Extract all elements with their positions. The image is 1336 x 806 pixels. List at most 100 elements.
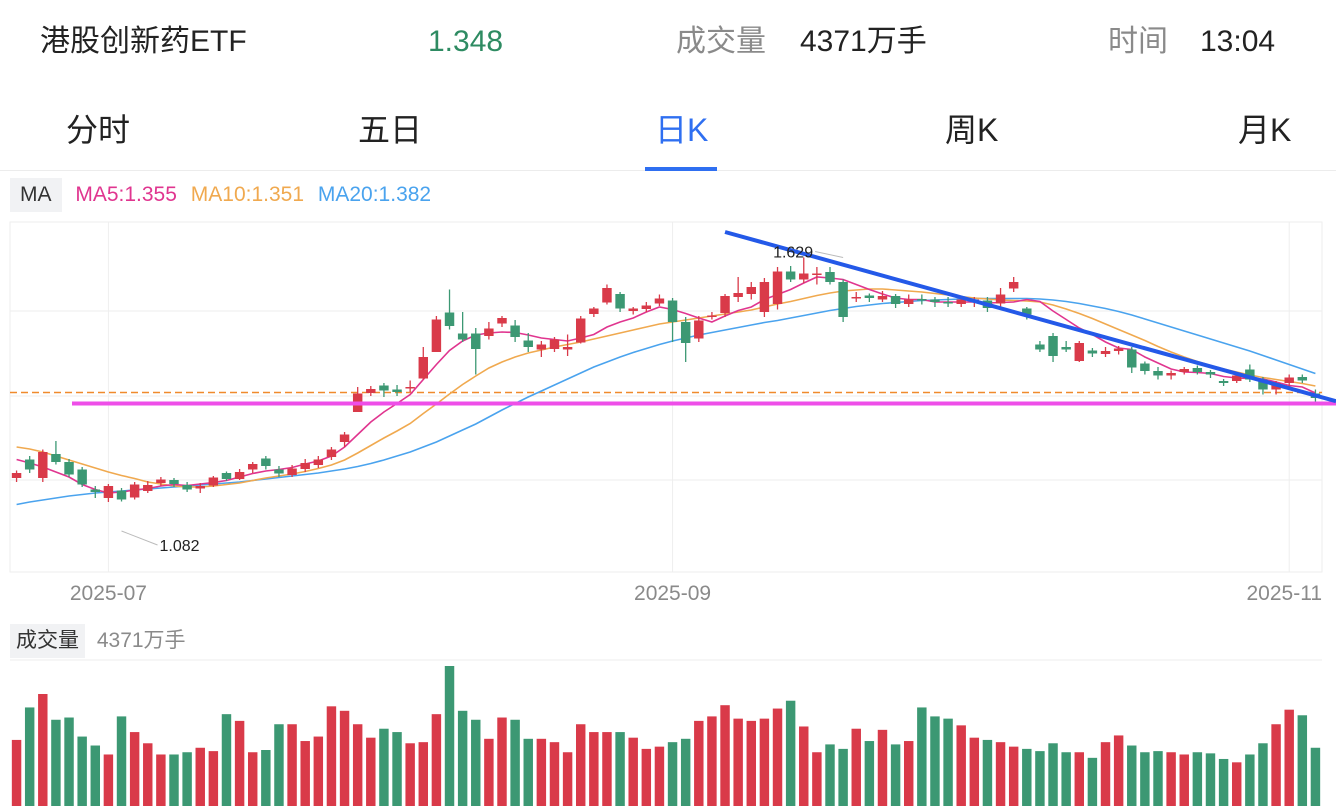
volume-bar: [1061, 752, 1071, 806]
candle: [641, 302, 652, 312]
volume-bar: [366, 737, 376, 806]
volume-bar: [405, 743, 415, 806]
candle-body: [1284, 377, 1294, 383]
candle: [77, 467, 87, 487]
candle: [300, 459, 310, 472]
tab-monthly-k[interactable]: 月K: [1238, 112, 1292, 148]
volume-bar: [261, 750, 271, 806]
tab-weekly-k[interactable]: 周K: [945, 112, 999, 148]
candle: [720, 294, 730, 317]
candle: [484, 322, 494, 340]
volume-bar: [51, 719, 61, 806]
candle-body: [1100, 351, 1111, 354]
candle-body: [431, 319, 442, 352]
tab-intraday[interactable]: 分时: [66, 112, 131, 148]
volume-bar: [195, 747, 205, 806]
candle: [825, 267, 835, 285]
volume-bar: [497, 717, 507, 806]
candle-body: [1245, 369, 1255, 380]
candle: [707, 312, 717, 320]
volume-bar: [523, 738, 533, 806]
candle: [1008, 277, 1019, 292]
candle-body: [917, 299, 927, 301]
candle-body: [549, 339, 560, 349]
candle: [1218, 379, 1229, 386]
ma-indicator-tag[interactable]: MA: [10, 178, 62, 212]
resistance-trendline: [724, 230, 1336, 404]
candle: [1297, 374, 1308, 383]
candle-body: [903, 299, 914, 304]
volume-bar: [77, 736, 87, 806]
volume-bar: [1218, 758, 1229, 806]
volume-bar: [943, 718, 953, 806]
candle: [510, 320, 520, 342]
volume-bar: [562, 752, 573, 806]
tab-five-day[interactable]: 五日: [358, 112, 423, 148]
candle: [444, 289, 455, 330]
volume-bar: [667, 742, 678, 806]
candle-body: [930, 299, 940, 302]
volume-bar: [825, 744, 835, 806]
volume-bar: [1310, 747, 1321, 806]
candle: [339, 432, 350, 447]
candle-body: [1048, 336, 1058, 356]
quote-header: 港股创新药ETF 1.348 成交量 4371万手 时间 13:04: [0, 0, 1336, 85]
candle: [549, 337, 560, 352]
candle: [457, 312, 468, 342]
volume-indicator-tag[interactable]: 成交量: [10, 624, 85, 658]
volume-bar: [602, 732, 612, 806]
candle: [746, 282, 757, 300]
ma10-value: MA10:1.351: [190, 183, 305, 206]
volume-bar: [457, 710, 468, 806]
candle-body: [169, 480, 179, 484]
candle-body: [1258, 379, 1268, 390]
candle: [90, 486, 101, 498]
candle-body: [523, 340, 533, 347]
candle: [615, 292, 625, 312]
volume-bar: [208, 751, 219, 806]
candle-body: [234, 472, 245, 479]
current-price: 1.348: [428, 25, 504, 58]
volume-bar: [1245, 754, 1255, 806]
volume-bar: [1074, 752, 1085, 806]
candle-body: [11, 473, 22, 478]
candle-body: [877, 296, 888, 300]
candle: [575, 316, 586, 344]
volume-bar: [615, 732, 625, 806]
candle-body: [129, 484, 140, 498]
candle-body: [208, 477, 219, 486]
tab-daily-k[interactable]: 日K: [655, 112, 709, 148]
candle: [654, 294, 665, 306]
candle: [497, 316, 507, 327]
candle-body: [654, 298, 665, 304]
volume-bar: [418, 742, 429, 806]
price-panel-border: [9, 221, 1323, 573]
candle: [995, 288, 1006, 307]
x-tick-label: 2025-11: [1246, 582, 1322, 605]
volume-bar: [1205, 753, 1216, 806]
volume-bar: [549, 742, 560, 806]
volume-bar: [969, 737, 980, 806]
candle-body: [707, 315, 717, 317]
candle-body: [274, 469, 284, 474]
volume-bar: [326, 706, 337, 806]
candle: [261, 456, 271, 470]
candle-body: [261, 458, 271, 466]
volume-bar: [930, 716, 940, 806]
candle: [169, 478, 179, 487]
candle: [759, 278, 770, 317]
candle-body: [392, 389, 402, 392]
volume-bar: [510, 719, 520, 806]
volume-bar: [484, 738, 494, 806]
candle: [1127, 347, 1137, 373]
candle-body: [221, 473, 232, 479]
candle: [418, 347, 429, 380]
volume-bar: [182, 752, 192, 806]
candle-body: [51, 454, 61, 462]
candle-body: [77, 469, 87, 485]
volume-bar: [1284, 709, 1294, 806]
volume-bar: [575, 724, 586, 806]
candle-body: [785, 271, 796, 280]
volume-value: 4371万手: [800, 25, 927, 58]
